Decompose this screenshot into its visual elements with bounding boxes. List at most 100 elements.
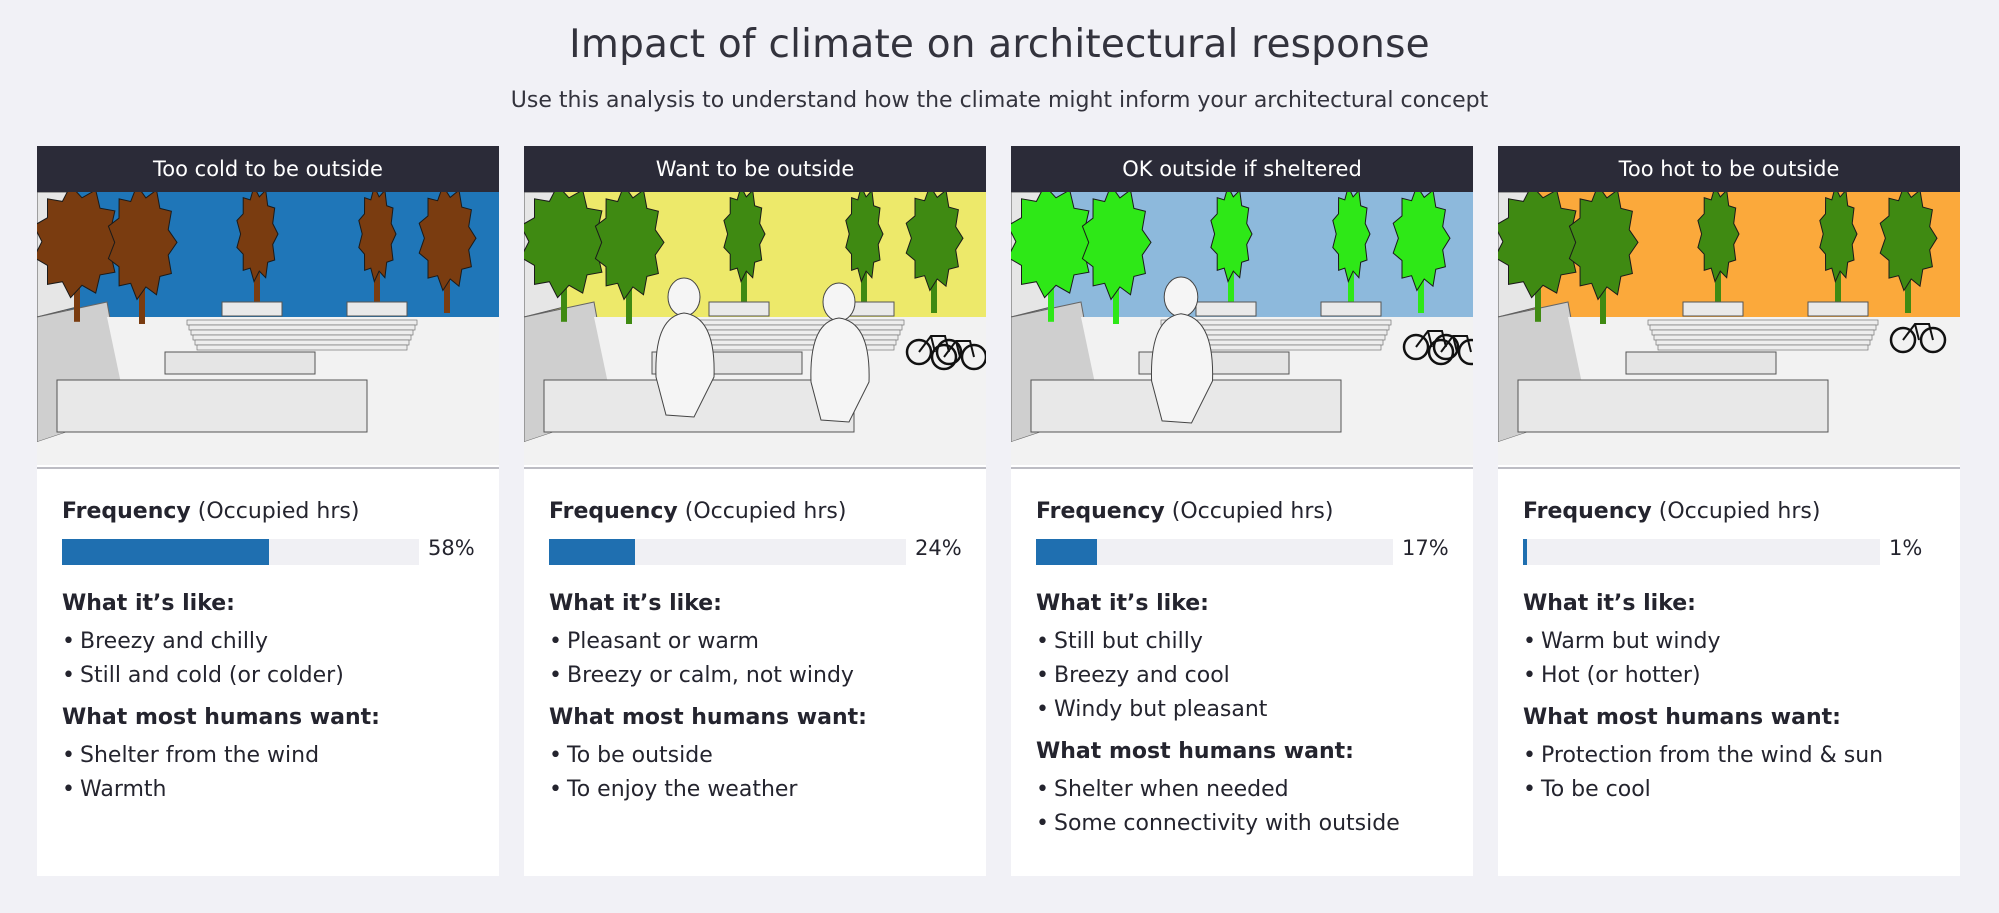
bullet-icon: • (1036, 777, 1049, 802)
person-silhouette (655, 277, 715, 418)
want-item: • Shelter when needed (1036, 773, 1456, 807)
bullet-icon: • (1036, 811, 1049, 836)
like-item: • Still and cold (or colder) (62, 659, 482, 693)
bullet-icon: • (1523, 663, 1536, 688)
like-heading: What it’s like: (1523, 591, 1696, 616)
bullet-icon: • (1523, 743, 1536, 768)
climate-card: OK outside if sheltered Frequency (Occup… (1011, 146, 1473, 876)
climate-card: Too hot to be outside Frequency (Occupie… (1498, 146, 1960, 876)
want-item: • To enjoy the weather (549, 773, 969, 807)
card-sections: What it’s like: • Warm but windy • Hot (or … (1523, 591, 1943, 819)
bullet-icon: • (62, 663, 75, 688)
frequency-label: Frequency (Occupied hrs) (62, 499, 360, 524)
like-heading: What it’s like: (1036, 591, 1209, 616)
want-item: • Shelter from the wind (62, 739, 482, 773)
want-item: • Some connectivity with outside (1036, 807, 1456, 841)
frequency-bar (549, 539, 906, 565)
scene-image (524, 192, 986, 465)
steps (1647, 319, 1879, 351)
like-item: • Breezy and chilly (62, 625, 482, 659)
scene-image (37, 192, 499, 465)
frequency-percent: 17% (1402, 536, 1449, 560)
scene-image (1498, 192, 1960, 465)
steps (186, 319, 418, 351)
want-list: • Shelter when needed • Some connectivity w… (1036, 773, 1456, 841)
tree-icon (1568, 192, 1639, 324)
want-heading: What most humans want: (1523, 705, 1841, 730)
bullet-icon: • (1523, 629, 1536, 654)
want-heading: What most humans want: (62, 705, 380, 730)
tree-icon (845, 192, 884, 302)
like-list: • Warm but windy • Hot (or hotter) (1523, 625, 1943, 693)
bicycle-icon (930, 340, 986, 371)
like-list: • Pleasant or warm • Breezy or calm, not wi… (549, 625, 969, 693)
tree-icon (358, 192, 397, 302)
frequency-percent: 24% (915, 536, 962, 560)
want-heading: What most humans want: (1036, 739, 1354, 764)
steps (673, 319, 905, 351)
frequency-label: Frequency (Occupied hrs) (1036, 499, 1334, 524)
like-item: • Breezy and cool (1036, 659, 1456, 693)
bullet-icon: • (1036, 629, 1049, 654)
tree-icon (1819, 192, 1858, 302)
want-list: • To be outside • To enjoy the weather (549, 739, 969, 807)
want-item: • Protection from the wind & sun (1523, 739, 1943, 773)
like-item: • Windy but pleasant (1036, 693, 1456, 727)
bullet-icon: • (62, 743, 75, 768)
tree-icon (1697, 192, 1740, 302)
bicycle-icon (1427, 335, 1473, 366)
like-item: • Breezy or calm, not windy (549, 659, 969, 693)
bullet-icon: • (549, 663, 562, 688)
climate-card: Want to be outside Frequency (Occupied h… (524, 146, 986, 876)
frequency-percent: 58% (428, 536, 475, 560)
climate-card: Too cold to be outside Frequency (Occupi… (37, 146, 499, 876)
scene-illustration (1011, 192, 1473, 469)
scene-illustration (524, 192, 986, 469)
want-item: • Warmth (62, 773, 482, 807)
page-subtitle: Use this analysis to understand how the … (510, 88, 1489, 113)
frequency-bar-fill (1036, 539, 1097, 565)
frequency-bar (1036, 539, 1393, 565)
bullet-icon: • (1036, 697, 1049, 722)
tree-icon (418, 192, 477, 313)
like-item: • Hot (or hotter) (1523, 659, 1943, 693)
want-item: • To be outside (549, 739, 969, 773)
like-list: • Still but chilly • Breezy and cool • Windy … (1036, 625, 1456, 727)
tree-icon (524, 192, 610, 322)
like-list: • Breezy and chilly • Still and cold (or co… (62, 625, 482, 693)
want-heading: What most humans want: (549, 705, 867, 730)
bullet-icon: • (1036, 663, 1049, 688)
tree-icon (905, 192, 964, 313)
like-item: • Still but chilly (1036, 625, 1456, 659)
bench (1517, 379, 1829, 433)
bullet-icon: • (62, 629, 75, 654)
tree-icon (723, 192, 766, 302)
bullet-icon: • (1523, 777, 1536, 802)
frequency-bar-fill (1523, 539, 1527, 565)
frequency-bar-fill (549, 539, 635, 565)
frequency-bar (1523, 539, 1880, 565)
card-title: Too hot to be outside (1498, 146, 1960, 192)
person-silhouette (810, 282, 870, 423)
tree-icon (1879, 192, 1938, 313)
frequency-label: Frequency (Occupied hrs) (1523, 499, 1821, 524)
tree-icon (1081, 192, 1152, 324)
tree-icon (594, 192, 665, 324)
person-silhouette (1151, 276, 1214, 424)
bullet-icon: • (549, 629, 562, 654)
tree-icon (1210, 192, 1253, 302)
scene-illustration (1498, 192, 1960, 469)
card-sections: What it’s like: • Still but chilly • Breezy… (1036, 591, 1456, 853)
tree-icon (1392, 192, 1451, 313)
bench (164, 351, 316, 375)
card-sections: What it’s like: • Pleasant or warm • Breezy… (549, 591, 969, 819)
tree-icon (37, 192, 123, 322)
frequency-bar (62, 539, 419, 565)
scene-illustration (37, 192, 499, 469)
frequency-bar-fill (62, 539, 270, 565)
want-list: • Protection from the wind & sun • To be co… (1523, 739, 1943, 807)
like-heading: What it’s like: (549, 591, 722, 616)
cards-row: Too cold to be outside Frequency (Occupi… (37, 146, 1960, 876)
frequency-percent: 1% (1889, 536, 1923, 560)
bicycle-icon (905, 335, 963, 366)
